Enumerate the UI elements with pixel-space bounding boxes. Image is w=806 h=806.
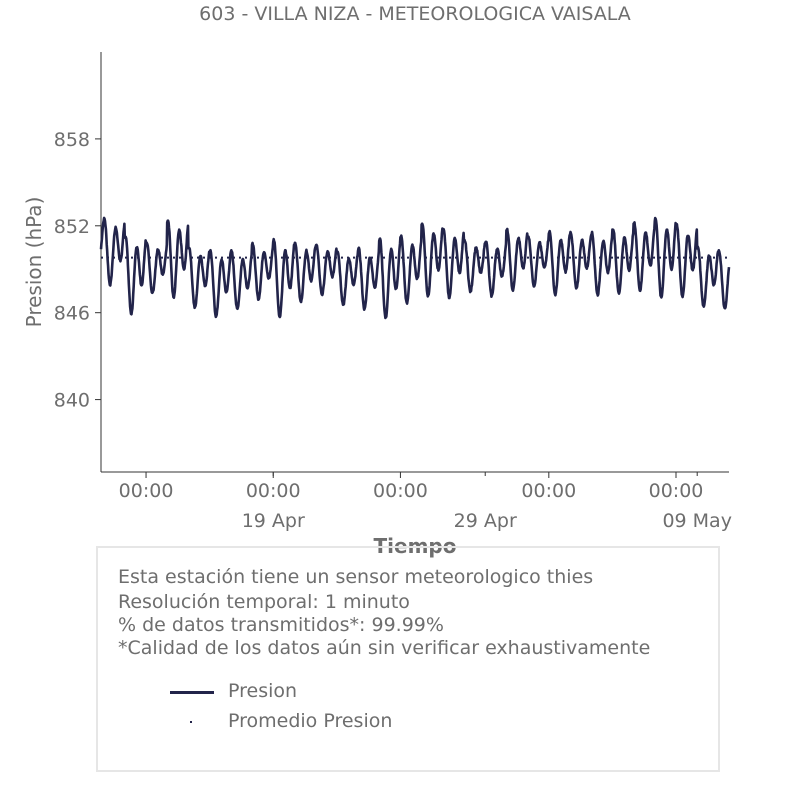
y-tick-label: 846 — [54, 303, 90, 325]
presion-series-line — [99, 216, 731, 320]
chart-title: 603 - VILLA NIZA - METEOROLOGICA VAISALA — [199, 3, 631, 25]
info-resolution-text: Resolución temporal: 1 minuto — [118, 591, 410, 613]
legend-presion-swatch — [170, 691, 214, 694]
x-major-tick-label: 00:00 — [649, 480, 704, 502]
chart-axes: 840 846 852 858 00:00 00:00 00:00 00:00 00:00 19 … — [22, 52, 732, 558]
legend-promedio-swatch — [190, 721, 192, 723]
info-legend-box: Esta estación tiene un sensor meteorolog… — [96, 546, 720, 772]
legend-presion-label: Presion — [228, 680, 298, 702]
x-minor-tick-label: 19 Apr — [242, 510, 305, 532]
x-major-tick-label: 00:00 — [521, 480, 576, 502]
x-major-tick-label: 00:00 — [119, 480, 174, 502]
chart-marks — [99, 216, 731, 320]
y-tick-label: 858 — [54, 129, 90, 151]
info-transmission-text: % de datos transmitidos*: 99.99% — [118, 614, 444, 636]
y-tick-label: 852 — [54, 216, 90, 238]
pressure-chart: 840 846 852 858 00:00 00:00 00:00 00:00 00:00 19 … — [22, 52, 732, 558]
x-major-tick-label: 00:00 — [246, 480, 301, 502]
y-tick-label: 840 — [54, 390, 90, 412]
x-major-tick-label: 00:00 — [373, 480, 428, 502]
info-sensor-text: Esta estación tiene un sensor meteorolog… — [118, 566, 594, 588]
x-minor-tick-label: 09 May — [662, 510, 732, 532]
x-minor-tick-label: 29 Apr — [454, 510, 517, 532]
legend-promedio-label: Promedio Presion — [228, 710, 393, 732]
y-axis-label: Presion (hPa) — [22, 197, 46, 328]
info-quality-note: *Calidad de los datos aún sin verificar … — [118, 637, 651, 659]
